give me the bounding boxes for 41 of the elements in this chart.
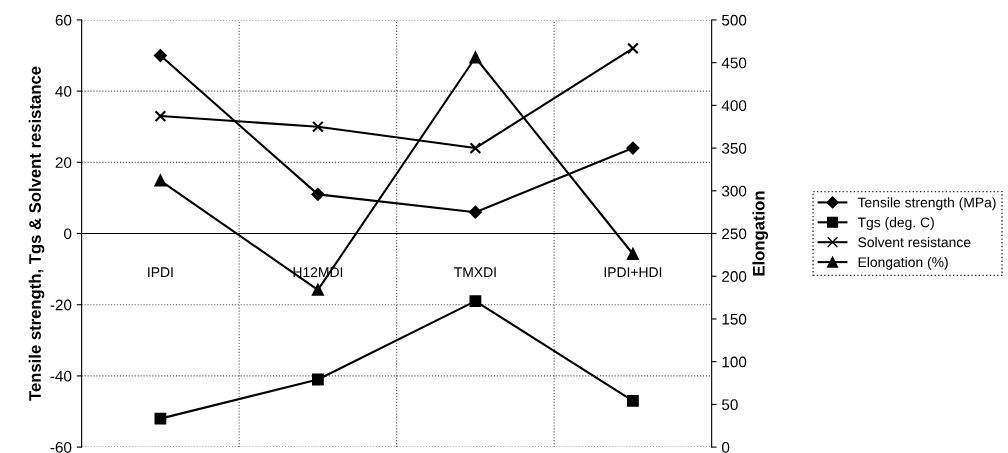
x-tick-label: IPDI+HDI xyxy=(604,267,662,277)
legend-label: Elongation (%) xyxy=(858,256,948,270)
x-tick-label: IPDI xyxy=(148,267,173,277)
y2-tick-label: 500 xyxy=(721,14,747,26)
y-tick-label: 40 xyxy=(55,86,72,97)
y-tick-label: 60 xyxy=(55,14,72,26)
y2-tick-label: 300 xyxy=(721,185,747,197)
point xyxy=(312,373,324,386)
y-tick-label: -40 xyxy=(50,370,72,382)
y2-axis-title: Elongation xyxy=(752,191,769,276)
y2-tick-label: 350 xyxy=(721,142,747,154)
point xyxy=(154,412,167,425)
y-tick-label: -20 xyxy=(50,299,72,311)
point xyxy=(311,187,325,201)
x-tick-label: TMXDI xyxy=(454,267,496,277)
y2-tick-label: 250 xyxy=(722,228,747,240)
y-tick-label: 0 xyxy=(64,228,72,240)
point xyxy=(153,49,167,62)
legend-label: Tensile strength (MPa) xyxy=(857,197,996,211)
y2-tick-label: 50 xyxy=(721,399,738,411)
point xyxy=(469,142,482,154)
point xyxy=(312,120,324,133)
point xyxy=(626,141,640,155)
point xyxy=(468,205,482,219)
y-axis-title: Tensile strength, Tgs & Solvent resistance xyxy=(28,66,45,401)
y-tick-label: 20 xyxy=(55,157,72,169)
point xyxy=(154,174,167,187)
legend-label: Solvent resistance xyxy=(858,236,971,248)
point xyxy=(469,295,482,308)
y2-tick-label: 450 xyxy=(721,57,747,69)
y2-tick-label: 150 xyxy=(722,313,747,325)
y-tick-label: -60 xyxy=(50,441,72,453)
y2-tick-label: 400 xyxy=(721,100,747,112)
y2-tick-label: 200 xyxy=(722,271,747,282)
y2-tick-label: 0 xyxy=(721,441,730,453)
y2-tick-label: 100 xyxy=(722,356,747,368)
point xyxy=(469,51,482,64)
point xyxy=(627,42,639,55)
legend-label: Tgs (deg. C) xyxy=(857,217,934,231)
point xyxy=(154,110,167,122)
point xyxy=(627,394,639,407)
